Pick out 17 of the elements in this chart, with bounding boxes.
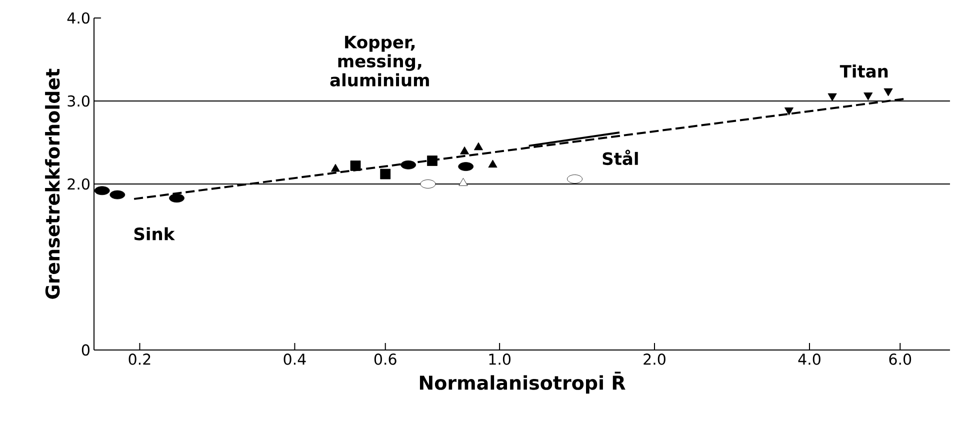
x-tick-label: 0.4 <box>284 354 306 365</box>
y-tick-label: 0 <box>82 344 90 356</box>
y-tick-label: 3.0 <box>68 95 90 107</box>
x-tick-label: 6.0 <box>889 354 912 365</box>
x-axis-title: Normalanisotropi R̄ <box>420 372 626 394</box>
annotation: Sink <box>134 227 176 240</box>
y-tick-label: 2.0 <box>68 178 90 190</box>
x-tick-label: 0.2 <box>128 354 150 365</box>
y-axis-title: Grensetrekkforholdet <box>45 68 60 299</box>
annotation: Stål <box>602 150 638 166</box>
x-tick-label: 2.0 <box>644 354 666 365</box>
y-tick-label: 4.0 <box>67 12 90 24</box>
annotation: Titan <box>840 64 888 78</box>
annotation: Kopper, messing, aluminium <box>330 36 429 86</box>
x-tick-label: 1.0 <box>489 354 510 365</box>
x-tick-label: 0.6 <box>374 354 396 365</box>
x-tick-label: 4.0 <box>798 354 820 365</box>
